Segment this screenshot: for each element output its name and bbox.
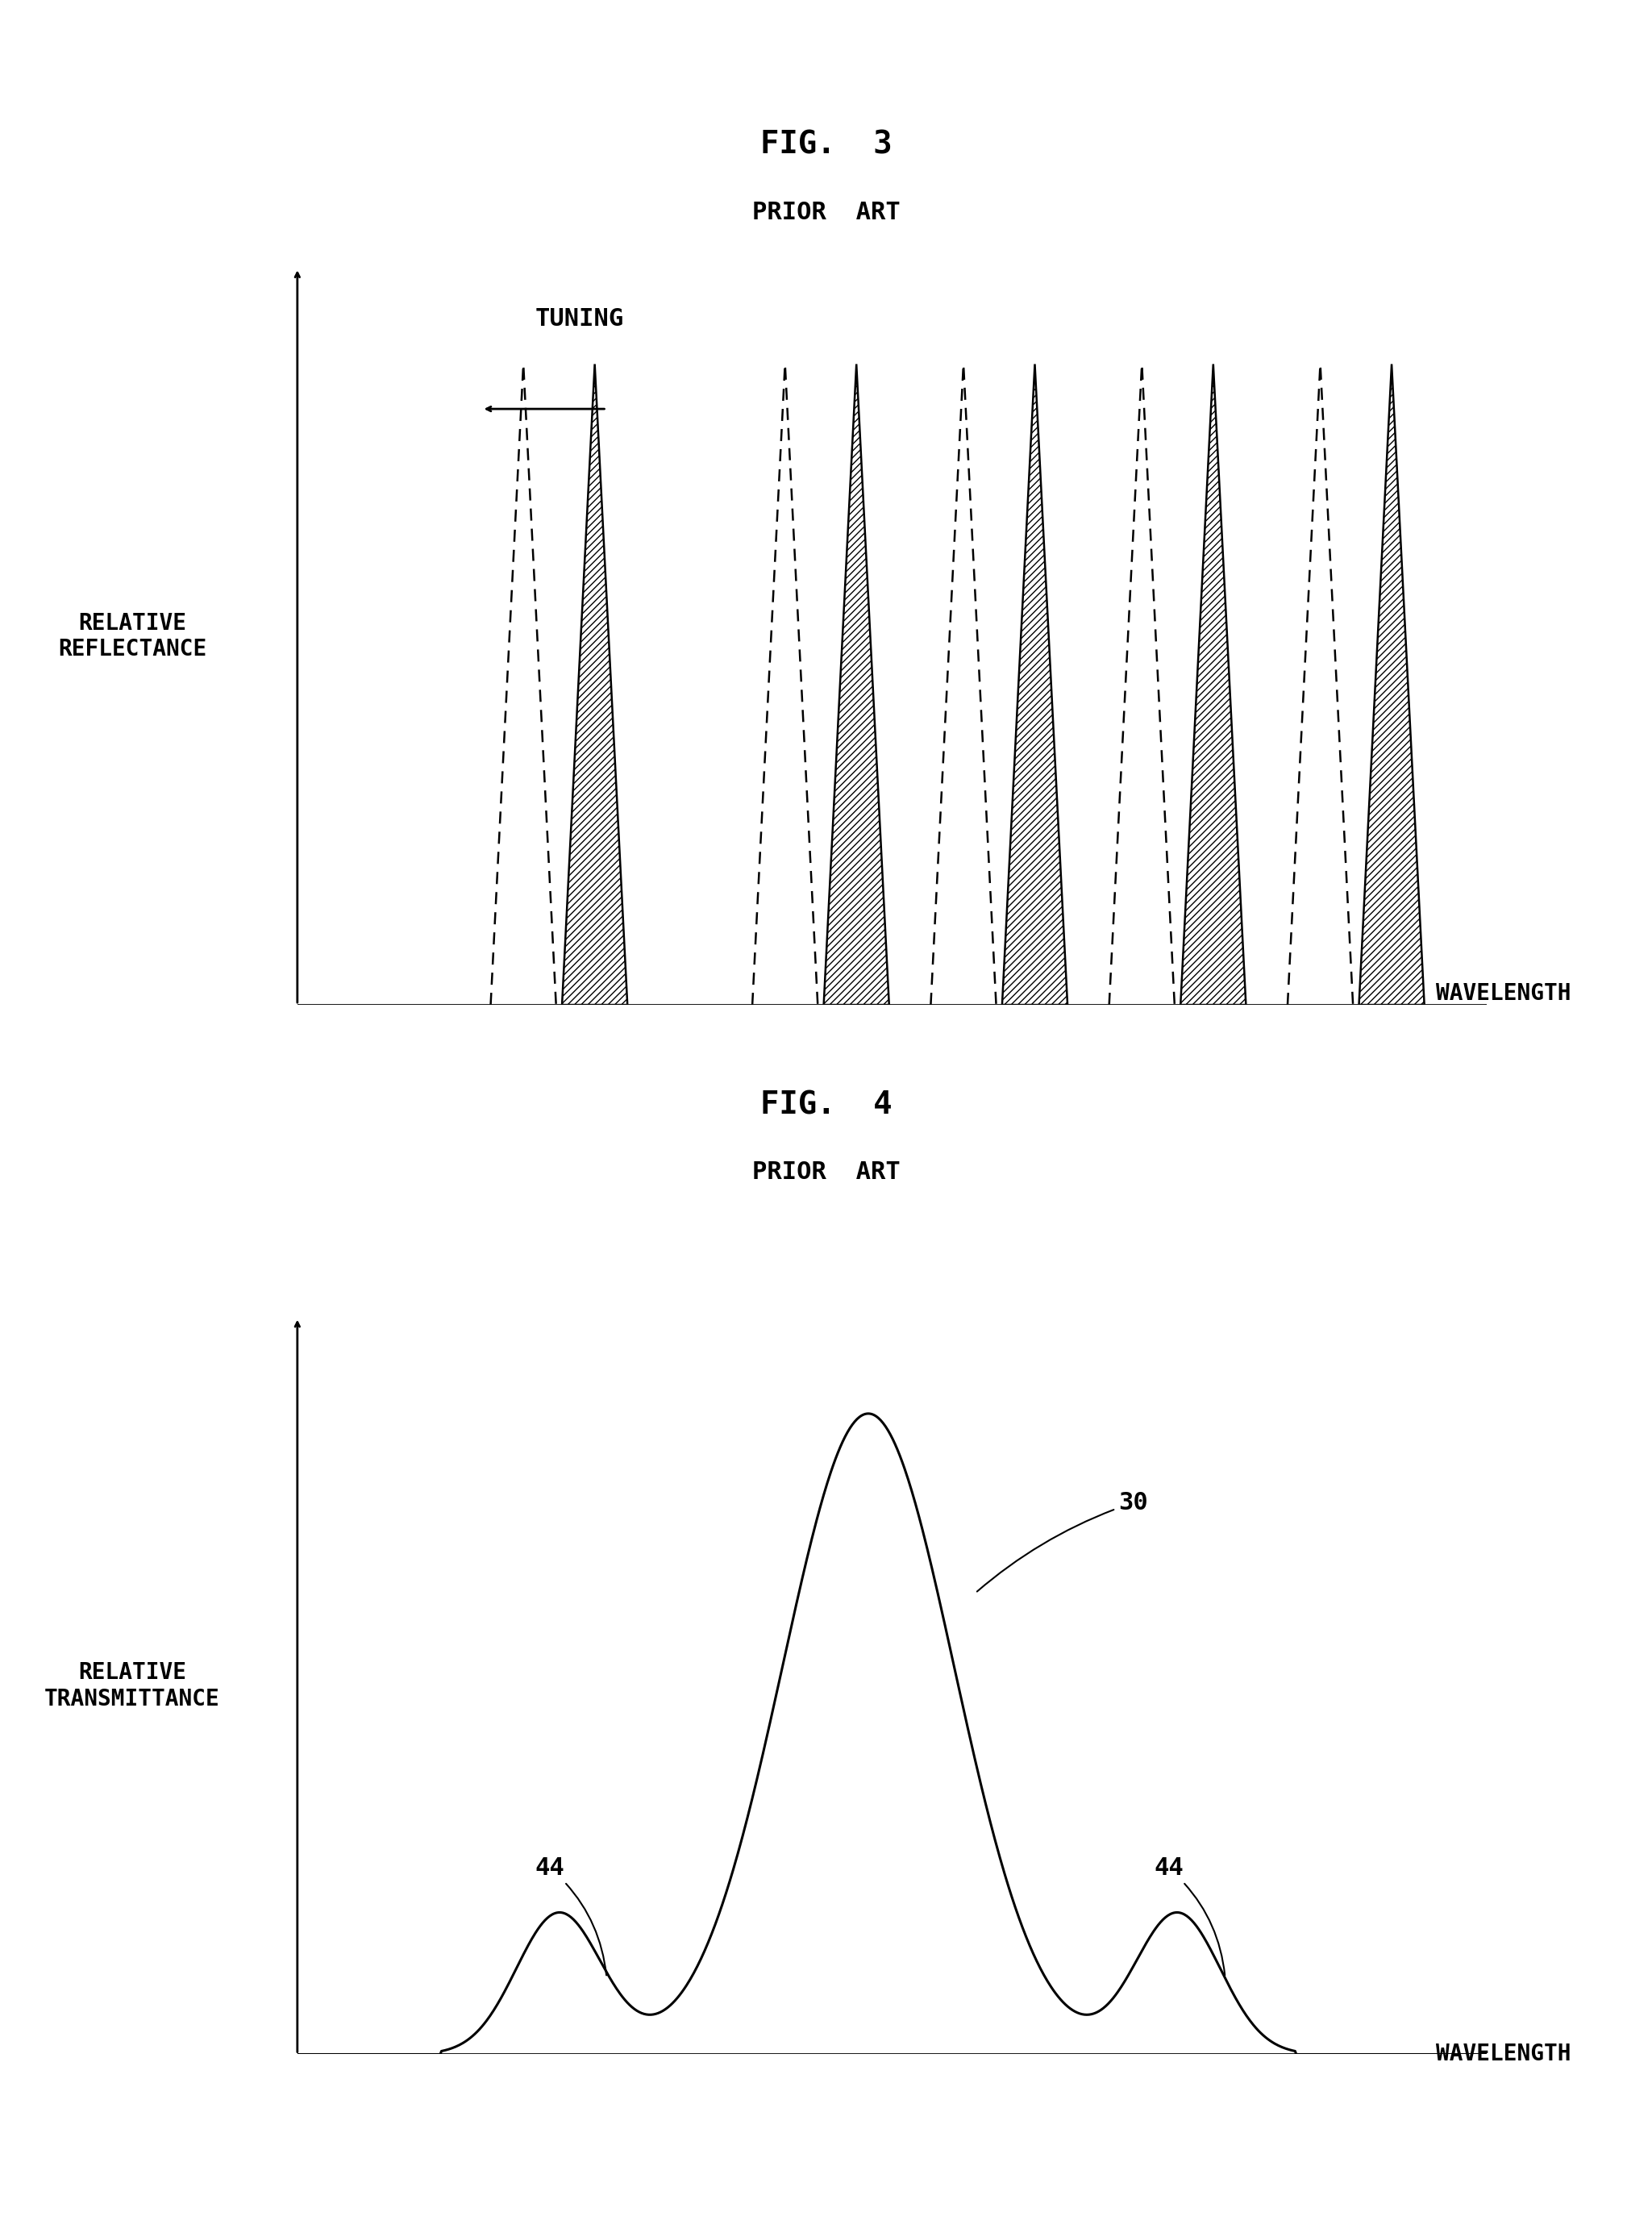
- Text: 44: 44: [1153, 1856, 1224, 1976]
- Text: FIG.  4: FIG. 4: [760, 1090, 892, 1121]
- Text: PRIOR  ART: PRIOR ART: [752, 1161, 900, 1183]
- Polygon shape: [1360, 364, 1424, 1005]
- Polygon shape: [1181, 364, 1246, 1005]
- Text: WAVELENGTH: WAVELENGTH: [1436, 983, 1571, 1005]
- Text: RELATIVE
TRANSMITTANCE: RELATIVE TRANSMITTANCE: [45, 1661, 220, 1710]
- Text: RELATIVE
REFLECTANCE: RELATIVE REFLECTANCE: [58, 612, 206, 661]
- Text: TUNING: TUNING: [535, 308, 624, 330]
- Text: 44: 44: [535, 1856, 606, 1976]
- Text: 30: 30: [976, 1492, 1148, 1592]
- Text: WAVELENGTH: WAVELENGTH: [1436, 2043, 1571, 2066]
- Polygon shape: [1003, 364, 1067, 1005]
- Text: PRIOR  ART: PRIOR ART: [752, 201, 900, 223]
- Polygon shape: [562, 364, 628, 1005]
- Polygon shape: [824, 364, 889, 1005]
- Text: FIG.  3: FIG. 3: [760, 130, 892, 161]
